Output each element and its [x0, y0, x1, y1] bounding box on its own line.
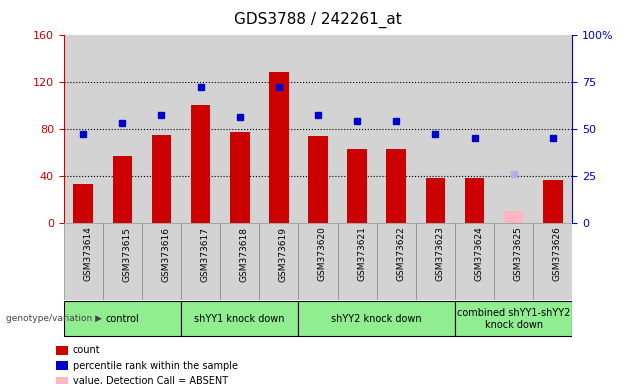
Bar	[181, 223, 220, 300]
Bar	[191, 105, 211, 223]
Text: GSM373616: GSM373616	[162, 227, 170, 281]
Bar	[181, 35, 220, 223]
Bar	[308, 136, 328, 223]
Text: percentile rank within the sample: percentile rank within the sample	[73, 361, 238, 371]
Text: value, Detection Call = ABSENT: value, Detection Call = ABSENT	[73, 376, 228, 384]
Text: GSM373615: GSM373615	[122, 227, 131, 281]
Bar	[73, 184, 93, 223]
Bar	[64, 301, 181, 336]
Text: GSM373620: GSM373620	[318, 227, 327, 281]
Bar	[298, 301, 455, 336]
Bar	[377, 223, 416, 300]
Text: GSM373623: GSM373623	[436, 227, 445, 281]
Bar	[455, 301, 572, 336]
Bar	[56, 361, 67, 370]
Text: GSM373624: GSM373624	[474, 227, 483, 281]
Bar	[533, 35, 572, 223]
Text: GSM373614: GSM373614	[83, 227, 92, 281]
Bar	[142, 223, 181, 300]
Text: GDS3788 / 242261_at: GDS3788 / 242261_at	[234, 12, 402, 28]
Text: GSM373626: GSM373626	[553, 227, 562, 281]
Bar	[377, 35, 416, 223]
Text: control: control	[106, 314, 139, 324]
Bar	[230, 132, 249, 223]
Bar	[494, 223, 533, 300]
Bar	[151, 134, 171, 223]
Bar	[504, 211, 523, 223]
Bar	[455, 35, 494, 223]
Bar	[220, 35, 259, 223]
Text: genotype/variation ▶: genotype/variation ▶	[6, 314, 102, 323]
Bar	[416, 35, 455, 223]
Bar	[103, 35, 142, 223]
Text: count: count	[73, 345, 100, 355]
Bar	[220, 223, 259, 300]
Bar	[425, 178, 445, 223]
Bar	[259, 35, 298, 223]
Bar	[181, 301, 298, 336]
Bar	[142, 35, 181, 223]
Bar	[494, 35, 533, 223]
Bar	[298, 223, 338, 300]
Bar	[347, 149, 367, 223]
Bar	[416, 223, 455, 300]
Bar	[387, 149, 406, 223]
Bar	[103, 223, 142, 300]
Text: shYY1 knock down: shYY1 knock down	[195, 314, 285, 324]
Bar	[543, 180, 563, 223]
Text: GSM373617: GSM373617	[200, 227, 210, 281]
Text: combined shYY1-shYY2
knock down: combined shYY1-shYY2 knock down	[457, 308, 570, 329]
Bar	[338, 223, 377, 300]
Bar	[259, 223, 298, 300]
Bar	[64, 35, 103, 223]
Bar	[56, 346, 67, 355]
Bar	[269, 72, 289, 223]
Bar	[338, 35, 377, 223]
Bar	[298, 35, 338, 223]
Bar	[56, 377, 67, 384]
Text: GSM373621: GSM373621	[357, 227, 366, 281]
Text: GSM373619: GSM373619	[279, 227, 288, 281]
Bar	[64, 223, 103, 300]
Bar	[113, 156, 132, 223]
Bar	[465, 178, 485, 223]
Bar	[533, 223, 572, 300]
Text: GSM373622: GSM373622	[396, 227, 405, 281]
Text: shYY2 knock down: shYY2 knock down	[331, 314, 422, 324]
Bar	[455, 223, 494, 300]
Text: GSM373625: GSM373625	[514, 227, 523, 281]
Text: GSM373618: GSM373618	[240, 227, 249, 281]
